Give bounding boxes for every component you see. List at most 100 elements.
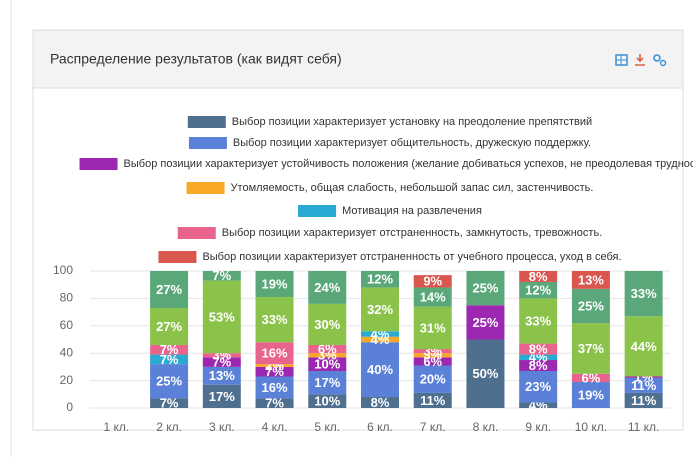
bar-segment: [255, 364, 294, 367]
bar-segment: [150, 364, 189, 399]
x-tick-label: 5 кл.: [314, 420, 340, 434]
bar-segment: [571, 381, 610, 408]
bar-segment: [466, 305, 505, 340]
y-tick-label: 40: [60, 345, 74, 359]
data-label: 12%: [367, 272, 393, 287]
bar-segment: [413, 306, 452, 350]
bar-segment: [308, 303, 347, 345]
data-label: 7%: [160, 342, 179, 357]
bar-segment: [308, 357, 347, 372]
bar-segment: [571, 323, 610, 374]
data-label: 8%: [371, 395, 390, 410]
legend-swatch: [79, 158, 118, 170]
bar-segment: [308, 271, 347, 304]
data-label: 7%: [160, 352, 179, 367]
bar-segment: [413, 365, 452, 393]
data-label: 11%: [631, 378, 657, 393]
data-label: 7%: [212, 268, 231, 283]
y-tick-label: 60: [60, 318, 74, 332]
panel-header: [32, 29, 684, 89]
bar-segment: [255, 342, 294, 365]
data-label: 19%: [578, 387, 604, 402]
bar-segment: [361, 397, 399, 408]
data-label: 16%: [262, 346, 288, 361]
bar-segment: [308, 353, 347, 358]
bar-segment: [308, 344, 347, 354]
data-label: 32%: [367, 302, 393, 317]
data-label: 27%: [156, 319, 182, 334]
bar-segment: [202, 366, 241, 385]
bar-segment: [519, 371, 558, 403]
legend-label: Утомляемость, общая слабость, небольшой …: [231, 182, 594, 194]
bar-segment: [255, 366, 294, 377]
data-label: 7%: [265, 396, 284, 411]
bar-segment: [413, 287, 452, 307]
bar-segment: [571, 288, 610, 324]
data-label: 17%: [209, 389, 235, 404]
data-label: 25%: [156, 374, 182, 389]
data-label: 12%: [525, 283, 551, 298]
data-label: 7%: [212, 355, 231, 370]
bar-segment: [255, 398, 294, 408]
data-label: 8%: [529, 269, 548, 284]
bar-segment: [519, 343, 558, 355]
bar-segment: [361, 336, 399, 343]
data-label: 8%: [529, 358, 548, 373]
bar-segment: [466, 339, 505, 408]
legend-label: Выбор позиции характеризует отстраненнос…: [202, 251, 621, 263]
data-label: 25%: [472, 315, 498, 330]
legend-swatch: [186, 182, 225, 194]
legend-swatch: [158, 251, 197, 263]
data-label: 44%: [631, 339, 657, 354]
data-label: 11%: [631, 393, 657, 408]
legend-label: Мотивация на развлечения: [342, 205, 482, 217]
x-tick-label: 4 кл.: [262, 420, 288, 434]
data-label: 20%: [420, 372, 446, 387]
data-label: 8%: [529, 342, 548, 357]
x-tick-label: 1 кл.: [103, 420, 129, 434]
legend-label: Выбор позиции характеризует устойчивость…: [124, 158, 693, 170]
legend-swatch: [298, 205, 337, 217]
legend-label: Выбор позиции характеризует общительност…: [233, 137, 591, 149]
bar-segment: [519, 281, 558, 299]
legend-label: Выбор позиции характеризует отстраненнос…: [222, 227, 603, 239]
bar-segment: [150, 344, 189, 355]
bar-segment: [308, 394, 347, 408]
data-label: 10%: [314, 357, 340, 372]
data-label: 17%: [314, 375, 340, 390]
table-icon[interactable]: [615, 54, 628, 66]
bar-segment: [519, 354, 558, 361]
x-tick-label: 11 кл.: [628, 420, 660, 434]
bar-segment: [624, 376, 663, 378]
x-tick-label: 9 кл.: [525, 420, 551, 434]
bar-segment: [624, 392, 663, 408]
bar-segment: [361, 287, 399, 332]
x-tick-label: 7 кл.: [420, 420, 446, 434]
data-label: 6%: [582, 370, 601, 385]
data-label: 11%: [420, 393, 446, 408]
data-label: 16%: [262, 380, 288, 395]
download-icon[interactable]: [635, 54, 645, 66]
bar-segment: [150, 354, 189, 365]
bar-segment: [255, 376, 294, 399]
legend-swatch: [187, 116, 226, 128]
bar-segment: [624, 271, 663, 317]
data-label: 10%: [314, 394, 340, 409]
bar-segment: [519, 360, 558, 372]
x-tick-label: 3 кл.: [209, 420, 235, 434]
bar-segment: [519, 402, 558, 408]
bar-segment: [413, 349, 452, 354]
settings-icon[interactable]: [653, 54, 667, 67]
data-label: 19%: [262, 276, 288, 291]
data-label: 30%: [314, 317, 340, 332]
bar-segment: [202, 280, 241, 354]
y-tick-label: 80: [60, 291, 74, 305]
panel-title: Распределение результатов (как видят себ…: [50, 51, 342, 67]
x-tick-label: 10 кл.: [575, 420, 607, 434]
bar-segment: [255, 271, 294, 298]
bar-segment: [361, 271, 399, 288]
data-label: 33%: [262, 312, 288, 327]
bar-segment: [571, 373, 610, 382]
